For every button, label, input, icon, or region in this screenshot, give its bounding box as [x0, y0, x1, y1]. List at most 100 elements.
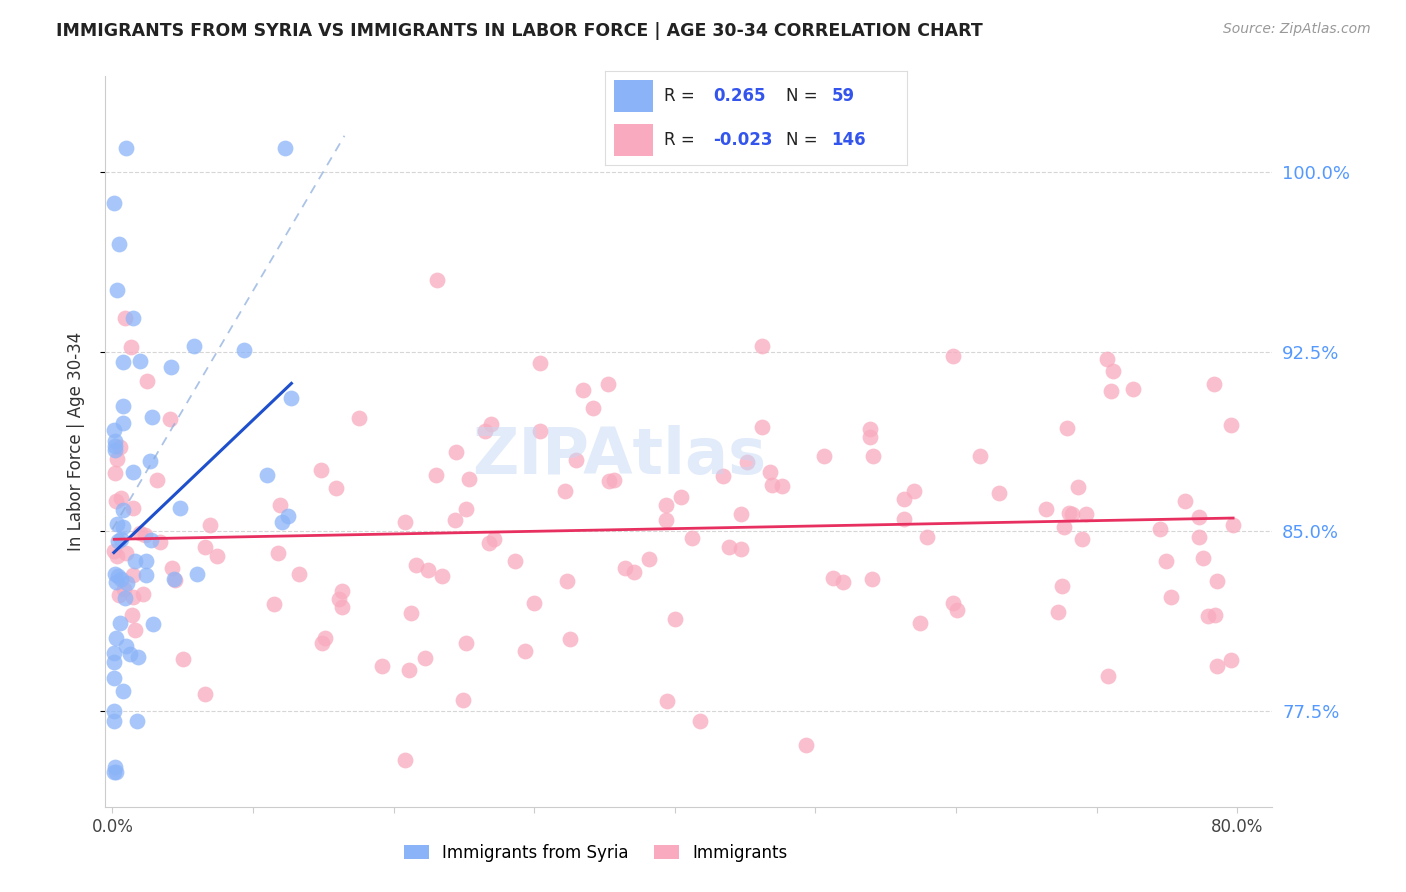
Point [127, 650, 149, 665]
Point [103, 705, 125, 719]
Point [103, 655, 125, 669]
Point [311, 636, 333, 650]
Point [233, 343, 256, 358]
Point [1053, 520, 1076, 534]
Point [399, 607, 422, 621]
Point [111, 416, 134, 430]
Point [159, 412, 181, 426]
Point [823, 571, 845, 585]
Point [910, 616, 932, 631]
Point [917, 530, 939, 544]
Point [114, 546, 136, 560]
Point [108, 237, 131, 252]
Point [105, 516, 128, 531]
Point [111, 355, 134, 369]
Point [139, 453, 162, 467]
Point [689, 714, 711, 728]
Point [1188, 510, 1211, 524]
Point [124, 554, 146, 568]
Point [893, 492, 915, 507]
Point [149, 534, 172, 549]
Point [758, 465, 780, 479]
Point [110, 491, 132, 505]
Point [425, 467, 447, 482]
Point [555, 574, 578, 588]
Point [761, 478, 783, 492]
Text: R =: R = [664, 87, 695, 104]
Point [1071, 533, 1094, 547]
Point [813, 449, 835, 463]
Point [200, 517, 222, 532]
Point [314, 631, 336, 645]
Point [454, 635, 477, 649]
Point [987, 486, 1010, 500]
Y-axis label: In Labor Force | Age 30-34: In Labor Force | Age 30-34 [66, 332, 84, 551]
Point [105, 451, 128, 466]
Point [132, 587, 155, 601]
Point [554, 484, 576, 499]
Point [1066, 480, 1088, 494]
Point [332, 600, 354, 615]
Point [1222, 517, 1244, 532]
Point [103, 671, 125, 685]
Point [457, 472, 479, 486]
Text: N =: N = [786, 87, 817, 104]
Point [903, 484, 925, 499]
Point [858, 430, 880, 444]
Point [114, 310, 136, 325]
Point [330, 584, 353, 599]
Point [443, 513, 465, 527]
Point [474, 424, 496, 438]
Point [859, 422, 882, 436]
Point [413, 650, 436, 665]
Point [444, 444, 467, 458]
Point [121, 590, 143, 604]
Point [194, 688, 217, 702]
Point [103, 544, 125, 558]
Point [637, 552, 659, 566]
Legend: Immigrants from Syria, Immigrants: Immigrants from Syria, Immigrants [398, 837, 794, 869]
Point [118, 647, 141, 661]
Point [325, 481, 347, 495]
Text: 146: 146 [831, 131, 866, 149]
Point [110, 572, 132, 586]
Point [163, 574, 186, 588]
Point [309, 463, 332, 477]
Point [114, 639, 136, 653]
Point [112, 519, 135, 533]
Point [134, 528, 156, 542]
Point [893, 512, 915, 526]
Point [681, 531, 703, 545]
Point [1154, 554, 1177, 568]
Point [277, 509, 299, 524]
Point [172, 652, 194, 666]
Point [1149, 522, 1171, 536]
Point [1095, 352, 1118, 367]
Point [1076, 508, 1098, 522]
Point [394, 515, 416, 529]
Point [1097, 669, 1119, 683]
Point [105, 765, 128, 780]
Point [121, 340, 143, 354]
Point [104, 434, 127, 448]
Point [121, 568, 143, 582]
Point [115, 141, 138, 155]
Text: 0.265: 0.265 [713, 87, 766, 104]
Point [572, 383, 595, 397]
Point [104, 439, 127, 453]
Point [426, 273, 449, 287]
Point [1220, 652, 1243, 666]
Point [1099, 384, 1122, 398]
Point [735, 455, 758, 469]
Point [146, 473, 169, 487]
Text: R =: R = [664, 131, 695, 149]
Point [730, 541, 752, 556]
Point [104, 466, 127, 480]
Point [1122, 382, 1144, 396]
Point [942, 595, 965, 609]
Point [1192, 551, 1215, 566]
Point [398, 664, 420, 678]
Point [1197, 609, 1219, 624]
Point [1204, 607, 1226, 622]
Point [114, 582, 136, 597]
